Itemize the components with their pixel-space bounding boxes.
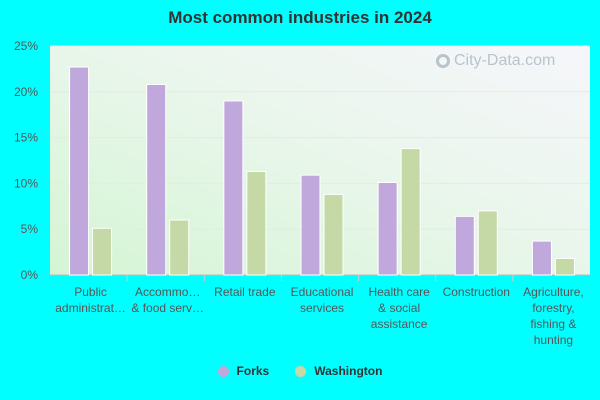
bar-washington bbox=[554, 258, 575, 276]
x-tick-label: Accommo… & food serv… bbox=[131, 285, 204, 315]
bar-forks bbox=[146, 83, 167, 276]
bar-forks bbox=[531, 240, 552, 276]
bar-forks bbox=[69, 66, 90, 276]
bar-forks bbox=[300, 174, 321, 276]
y-tick-label: 15% bbox=[14, 131, 38, 145]
legend: Forks Washington bbox=[0, 364, 600, 378]
watermark-text: City-Data.com bbox=[454, 52, 556, 69]
x-tick-label: Health care & social assistance bbox=[368, 285, 430, 331]
x-tick-label: Retail trade bbox=[214, 285, 276, 299]
y-tick-label: 25% bbox=[14, 39, 38, 53]
x-tick-label: Agriculture, forestry, fishing & hunting bbox=[523, 285, 584, 347]
bar-washington bbox=[246, 170, 267, 276]
legend-swatch-washington bbox=[295, 365, 307, 377]
bar-forks bbox=[377, 181, 398, 276]
x-tick-label: Construction bbox=[443, 285, 510, 299]
y-axis-ticks: 0% 5% 10% 15% 20% 25% bbox=[14, 39, 38, 282]
bars bbox=[69, 66, 575, 276]
legend-item-forks: Forks bbox=[217, 364, 270, 378]
bar-washington bbox=[323, 193, 344, 276]
x-tick-label: Educational services bbox=[291, 285, 354, 315]
y-tick-label: 20% bbox=[14, 85, 38, 99]
bar-forks bbox=[454, 215, 475, 276]
legend-item-washington: Washington bbox=[295, 364, 382, 378]
y-tick-label: 0% bbox=[21, 268, 39, 282]
watermark: City-Data.com bbox=[436, 52, 555, 70]
legend-swatch-forks bbox=[217, 365, 229, 377]
magnifier-icon bbox=[436, 54, 450, 68]
bar-forks bbox=[223, 100, 244, 276]
y-tick-label: 10% bbox=[14, 176, 38, 190]
x-axis-ticks: Public administrat…Accommo… & food serv… Re… bbox=[55, 275, 584, 347]
x-tick-label: Public administrat… bbox=[55, 285, 126, 315]
y-tick-label: 5% bbox=[21, 222, 39, 236]
bar-washington bbox=[477, 210, 498, 276]
bar-washington bbox=[400, 148, 421, 276]
chart-title: Most common industries in 2024 bbox=[168, 8, 432, 27]
bar-washington bbox=[169, 219, 190, 276]
legend-label-forks: Forks bbox=[236, 364, 270, 378]
bar-washington bbox=[92, 227, 113, 276]
legend-label-washington: Washington bbox=[314, 364, 383, 378]
